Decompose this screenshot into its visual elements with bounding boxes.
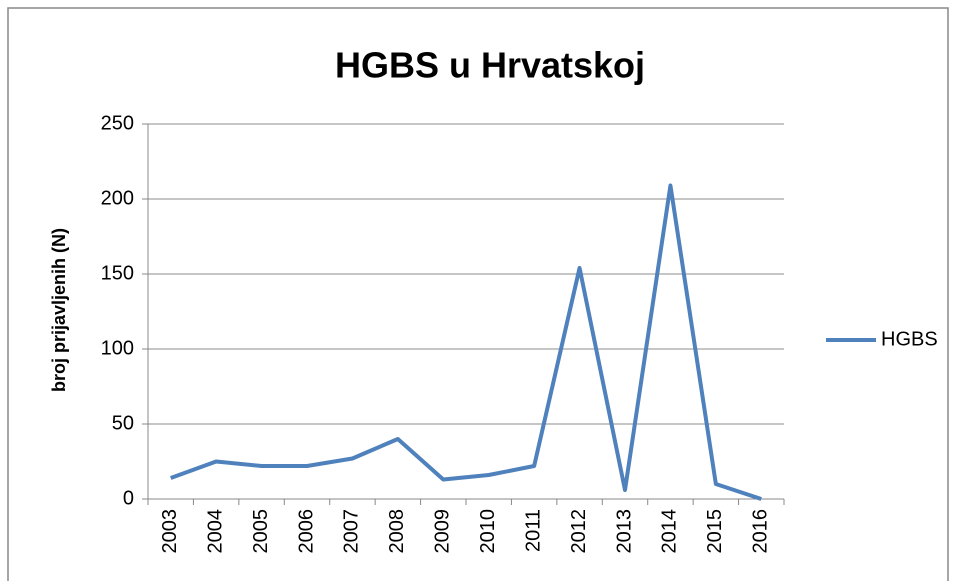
y-tick-label: 250 (101, 112, 134, 134)
x-tick-label: 2007 (341, 509, 363, 554)
legend-label: HGBS (881, 328, 938, 350)
data-line (170, 183, 762, 501)
y-tick-label: 200 (101, 187, 134, 209)
x-tick-label: 2010 (477, 509, 499, 554)
x-tick-label: 2012 (568, 509, 590, 554)
y-axis-label: broj prijavljenih (N) (49, 228, 69, 392)
y-tick-label: 50 (112, 412, 134, 434)
x-tick-label: 2011 (522, 509, 544, 552)
x-tick-label: 2008 (386, 509, 408, 554)
x-tick-label: 2003 (159, 509, 181, 554)
y-tick-label: 100 (101, 337, 134, 359)
x-tick-label: 2013 (613, 509, 635, 554)
x-tick-label: 2015 (704, 509, 726, 554)
x-tick-label: 2009 (432, 509, 454, 554)
x-tick-label: 2016 (750, 509, 772, 554)
y-tick-label: 0 (123, 487, 134, 509)
x-tick-label: 2005 (250, 509, 272, 554)
x-tick-label: 2014 (659, 509, 681, 554)
chart-title: HGBS u Hrvatskoj (335, 45, 645, 86)
x-tick-label: 2004 (204, 509, 226, 554)
y-tick-label: 150 (101, 262, 134, 284)
chart-frame (7, 7, 949, 581)
x-tick-label: 2006 (295, 509, 317, 554)
